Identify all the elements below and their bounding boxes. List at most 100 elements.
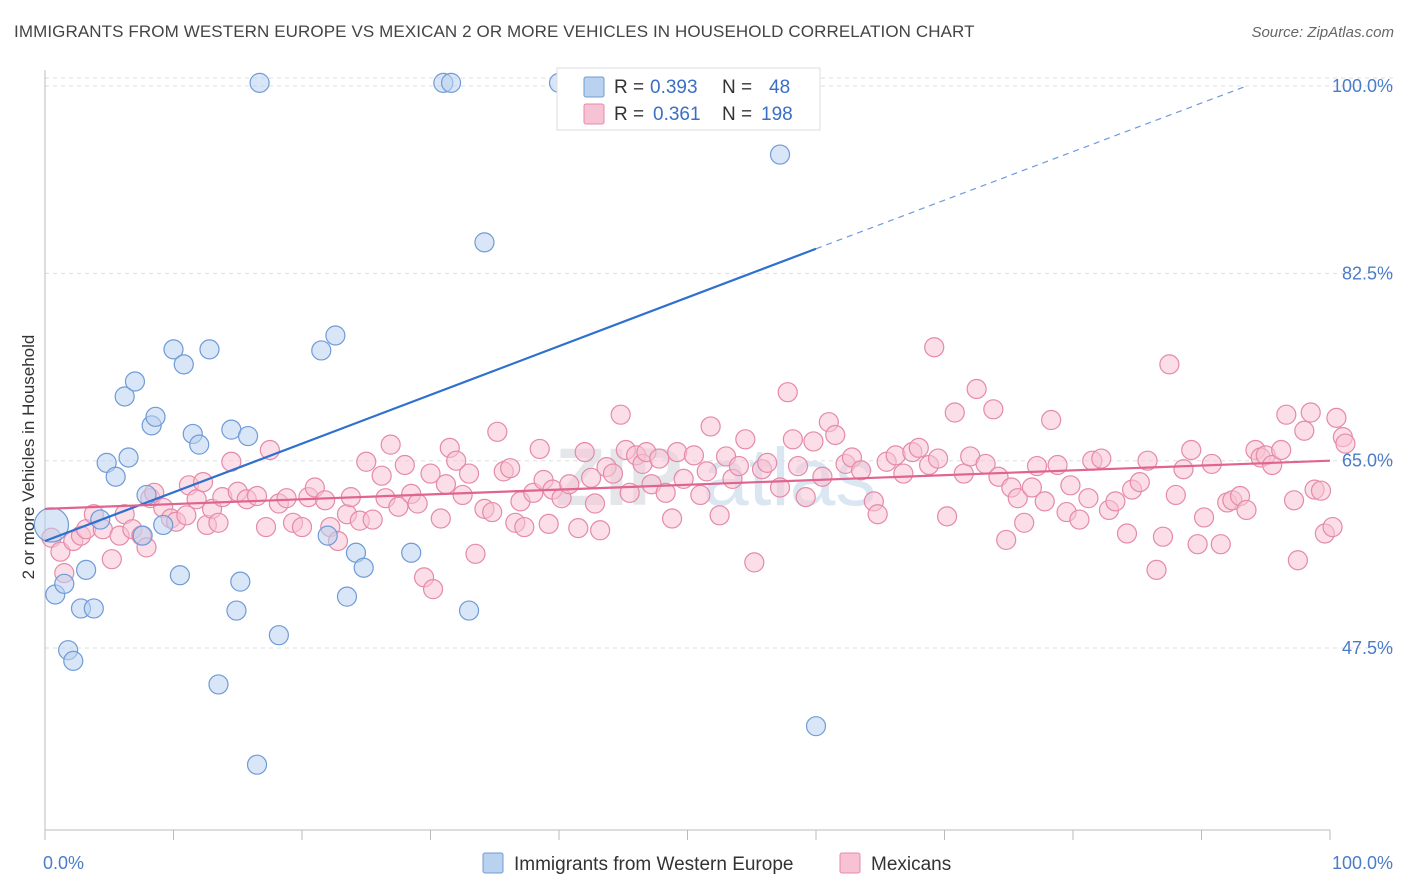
mexicans-point-150 <box>1060 475 1081 496</box>
western-europe-point-27 <box>226 600 247 621</box>
legend-bottom-swatch-pink <box>839 852 861 874</box>
mexicans-point-156 <box>1105 491 1126 512</box>
legend-bottom-label-blue: Immigrants from Western Europe <box>514 854 793 875</box>
mexicans-point-86 <box>610 404 631 425</box>
mexicans-point-114 <box>795 486 816 508</box>
mexicans-point-136 <box>966 378 987 400</box>
trend-lines <box>44 85 1331 543</box>
mexicans-point-111 <box>777 382 798 403</box>
mexicans-point-191 <box>1335 433 1356 454</box>
western-europe-point-29 <box>237 425 259 447</box>
mexicans-point-30 <box>246 485 268 507</box>
mexicans-point-98 <box>683 445 705 466</box>
western-europe-point-18 <box>153 514 174 536</box>
legend-bottom-swatch-blue <box>482 852 504 874</box>
mexicans-point-65 <box>482 501 503 523</box>
mexicans-point-83 <box>590 520 611 541</box>
mexicans-point-79 <box>568 518 589 539</box>
mexicans-point-181 <box>1283 490 1305 511</box>
mexicans-point-75 <box>538 513 559 534</box>
mexicans-point-73 <box>529 438 550 460</box>
mexicans-point-157 <box>1116 523 1138 544</box>
y-tick-label-3: 100.0% <box>1332 76 1393 96</box>
mexicans-point-182 <box>1287 550 1308 571</box>
western-europe-point-10 <box>105 466 126 487</box>
mexicans-point-143 <box>1014 512 1035 533</box>
western-europe-point-34 <box>317 525 338 546</box>
western-europe-points <box>33 72 827 775</box>
mexicans-point-144 <box>1021 477 1042 498</box>
western-europe-point-28 <box>230 571 251 592</box>
mexicans-point-85 <box>602 463 624 484</box>
mexicans-point-152 <box>1078 488 1099 509</box>
western-europe-point-41 <box>440 72 462 93</box>
x-tick-label-0: 0.0% <box>43 853 84 873</box>
western-europe-point-30 <box>246 754 268 775</box>
western-europe-point-20 <box>169 565 191 586</box>
mexicans-point-97 <box>673 468 694 490</box>
mexicans-point-31 <box>255 516 277 538</box>
mexicans-point-132 <box>936 506 958 527</box>
mexicans-point-165 <box>1173 459 1194 480</box>
mexicans-point-116 <box>812 466 833 487</box>
western-europe-point-32 <box>268 625 289 646</box>
mexicans-point-78 <box>559 474 580 495</box>
mexicans-point-36 <box>291 516 313 538</box>
western-europe-point-11 <box>114 386 135 407</box>
mexicans-point-146 <box>1034 491 1055 512</box>
mexicans-point-126 <box>893 463 914 484</box>
mexicans-point-184 <box>1300 402 1321 423</box>
legend-r-label-pink: R = <box>614 104 644 125</box>
mexicans-point-154 <box>1091 448 1112 469</box>
western-europe-point-13 <box>124 371 146 392</box>
mexicans-point-39 <box>315 490 336 511</box>
western-europe-trend-extension <box>815 85 1247 250</box>
y-tick-label-1: 65.0% <box>1342 451 1393 471</box>
mexicans-point-112 <box>782 429 803 450</box>
mexicans-trend-line <box>44 459 1331 510</box>
western-europe-point-14 <box>132 525 153 546</box>
western-europe-point-19 <box>163 339 184 360</box>
mexicans-point-62 <box>458 463 480 484</box>
western-europe-point-47 <box>805 716 827 737</box>
mexicans-point-160 <box>1137 450 1158 471</box>
y-tick-label-0: 47.5% <box>1342 638 1393 658</box>
mexicans-point-163 <box>1159 354 1180 375</box>
western-europe-point-33 <box>311 340 332 361</box>
western-europe-trend-line <box>44 247 817 543</box>
mexicans-point-151 <box>1069 509 1090 530</box>
mexicans-point-60 <box>446 450 467 471</box>
western-europe-point-2 <box>54 573 75 594</box>
x-tick-label-100: 100.0% <box>1332 853 1393 873</box>
mexicans-point-19 <box>176 505 197 526</box>
legend-bottom: Immigrants from Western Europe Mexicans <box>482 852 951 875</box>
mexicans-point-147 <box>1041 409 1062 431</box>
mexicans-point-56 <box>422 579 444 600</box>
mexicans-point-179 <box>1271 439 1292 461</box>
mexicans-point-93 <box>649 448 670 469</box>
western-europe-point-17 <box>145 406 166 427</box>
mexicans-point-95 <box>661 508 683 529</box>
mexicans-point-142 <box>1007 488 1028 509</box>
y-tick-label-2: 82.5% <box>1342 263 1393 283</box>
legend-n-value-pink: 198 <box>761 104 793 125</box>
mexicans-point-115 <box>803 431 824 452</box>
source-credit: Source: ZipAtlas.com <box>1251 24 1394 41</box>
legend-n-label-blue: N = <box>722 77 752 98</box>
mexicans-point-80 <box>574 442 595 463</box>
mexicans-point-94 <box>655 482 676 503</box>
mexicans-point-100 <box>696 461 717 482</box>
mexicans-point-99 <box>690 484 711 506</box>
legend-bottom-label-pink: Mexicans <box>871 854 951 875</box>
legend-r-label-blue: R = <box>614 77 644 98</box>
mexicans-point-109 <box>757 452 778 473</box>
western-europe-point-7 <box>83 598 104 619</box>
western-europe-point-42 <box>458 600 480 621</box>
mexicans-point-47 <box>371 465 392 486</box>
mexicans-point-50 <box>388 496 409 517</box>
western-europe-point-31 <box>249 72 270 93</box>
legend-n-label-pink: N = <box>722 104 752 125</box>
mexicans-point-49 <box>380 434 401 455</box>
mexicans-point-178 <box>1262 454 1283 476</box>
mexicans-point-188 <box>1322 516 1343 538</box>
